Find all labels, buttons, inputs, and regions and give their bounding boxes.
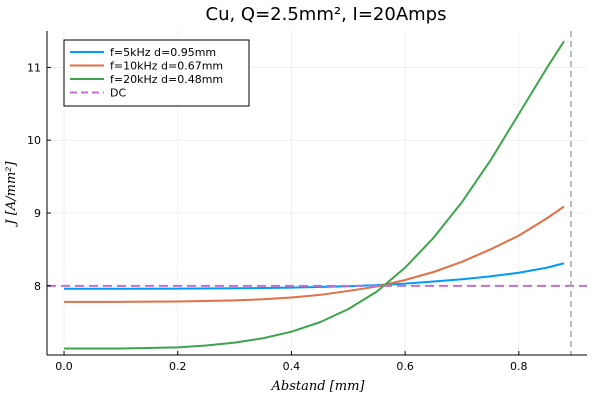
x-tick-label: 0.4 — [283, 360, 301, 373]
x-tick-label: 0.8 — [510, 360, 528, 373]
chart-title: Cu, Q=2.5mm², I=20Amps — [206, 4, 447, 25]
y-tick-label: 11 — [27, 61, 41, 74]
x-tick-label: 0.6 — [396, 360, 414, 373]
series-line-1 — [64, 205, 565, 303]
x-tick-label: 0.0 — [55, 360, 73, 373]
plot-series — [47, 31, 587, 355]
legend-label: f=10kHz d=0.67mm — [110, 60, 223, 73]
tick-labels: 0.0 0.2 0.4 0.6 0.8 8 9 10 11 — [27, 61, 528, 373]
y-tick-label: 9 — [34, 207, 41, 220]
legend-label: DC — [110, 87, 126, 100]
legend-label: f=20kHz d=0.48mm — [110, 73, 223, 86]
plot-frame — [46, 31, 587, 356]
series-line-0 — [64, 262, 565, 290]
y-tick-label: 8 — [34, 280, 41, 293]
y-axis-label: J [A/mm²] — [4, 161, 19, 228]
x-axis-label: Abstand [mm] — [271, 379, 366, 394]
legend-label: f=5kHz d=0.95mm — [110, 46, 216, 59]
y-tick-label: 10 — [27, 134, 41, 147]
x-tick-label: 0.2 — [169, 360, 187, 373]
series-line-2 — [64, 40, 565, 350]
